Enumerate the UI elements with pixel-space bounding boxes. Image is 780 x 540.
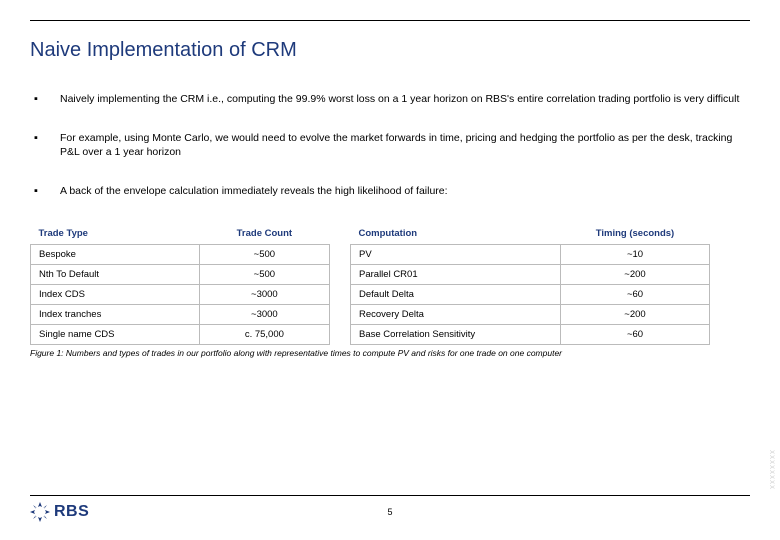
table-cell: Default Delta xyxy=(351,284,561,304)
top-divider xyxy=(30,20,750,21)
table-cell: Parallel CR01 xyxy=(351,264,561,284)
table-header: Timing (seconds) xyxy=(561,223,710,245)
table-cell: ~60 xyxy=(561,284,710,304)
table-cell: Nth To Default xyxy=(31,264,200,284)
table-row: Nth To Default ~500 xyxy=(31,264,330,284)
table-row: Recovery Delta ~200 xyxy=(351,304,710,324)
table-row: Base Correlation Sensitivity ~60 xyxy=(351,324,710,344)
table-cell: c. 75,000 xyxy=(199,324,329,344)
document-code: XXXXXXXX xyxy=(768,450,774,490)
table-header: Trade Type xyxy=(31,223,200,245)
bullet-item: Naively implementing the CRM i.e., compu… xyxy=(30,92,750,107)
rbs-logo-icon xyxy=(30,502,50,522)
table-cell: ~200 xyxy=(561,304,710,324)
table-cell: ~500 xyxy=(199,264,329,284)
bullet-list: Naively implementing the CRM i.e., compu… xyxy=(30,92,750,199)
table-cell: Index tranches xyxy=(31,304,200,324)
table-row: Default Delta ~60 xyxy=(351,284,710,304)
table-cell: ~500 xyxy=(199,244,329,264)
table-header: Trade Count xyxy=(199,223,329,245)
table-cell: Base Correlation Sensitivity xyxy=(351,324,561,344)
figure-caption: Figure 1: Numbers and types of trades in… xyxy=(30,348,750,358)
bullet-item: A back of the envelope calculation immed… xyxy=(30,184,750,199)
computation-table: Computation Timing (seconds) PV ~10 Para… xyxy=(350,223,710,345)
table-cell: ~200 xyxy=(561,264,710,284)
table-cell: ~60 xyxy=(561,324,710,344)
table-cell: ~10 xyxy=(561,244,710,264)
table-row: PV ~10 xyxy=(351,244,710,264)
table-row: Index tranches ~3000 xyxy=(31,304,330,324)
footer: RBS 5 xyxy=(30,495,750,522)
trade-type-table: Trade Type Trade Count Bespoke ~500 Nth … xyxy=(30,223,330,345)
table-cell: PV xyxy=(351,244,561,264)
page-number: 5 xyxy=(387,507,392,517)
table-cell: Bespoke xyxy=(31,244,200,264)
table-row: Single name CDS c. 75,000 xyxy=(31,324,330,344)
rbs-logo: RBS xyxy=(30,502,89,522)
tables-container: Trade Type Trade Count Bespoke ~500 Nth … xyxy=(30,223,750,345)
bullet-item: For example, using Monte Carlo, we would… xyxy=(30,131,750,160)
table-cell: Index CDS xyxy=(31,284,200,304)
rbs-logo-text: RBS xyxy=(54,503,89,521)
table-row: Bespoke ~500 xyxy=(31,244,330,264)
table-header: Computation xyxy=(351,223,561,245)
table-cell: Single name CDS xyxy=(31,324,200,344)
footer-divider xyxy=(30,495,750,496)
table-cell: Recovery Delta xyxy=(351,304,561,324)
table-row: Parallel CR01 ~200 xyxy=(351,264,710,284)
page-title: Naive Implementation of CRM xyxy=(30,39,750,62)
table-cell: ~3000 xyxy=(199,284,329,304)
table-row: Index CDS ~3000 xyxy=(31,284,330,304)
table-cell: ~3000 xyxy=(199,304,329,324)
